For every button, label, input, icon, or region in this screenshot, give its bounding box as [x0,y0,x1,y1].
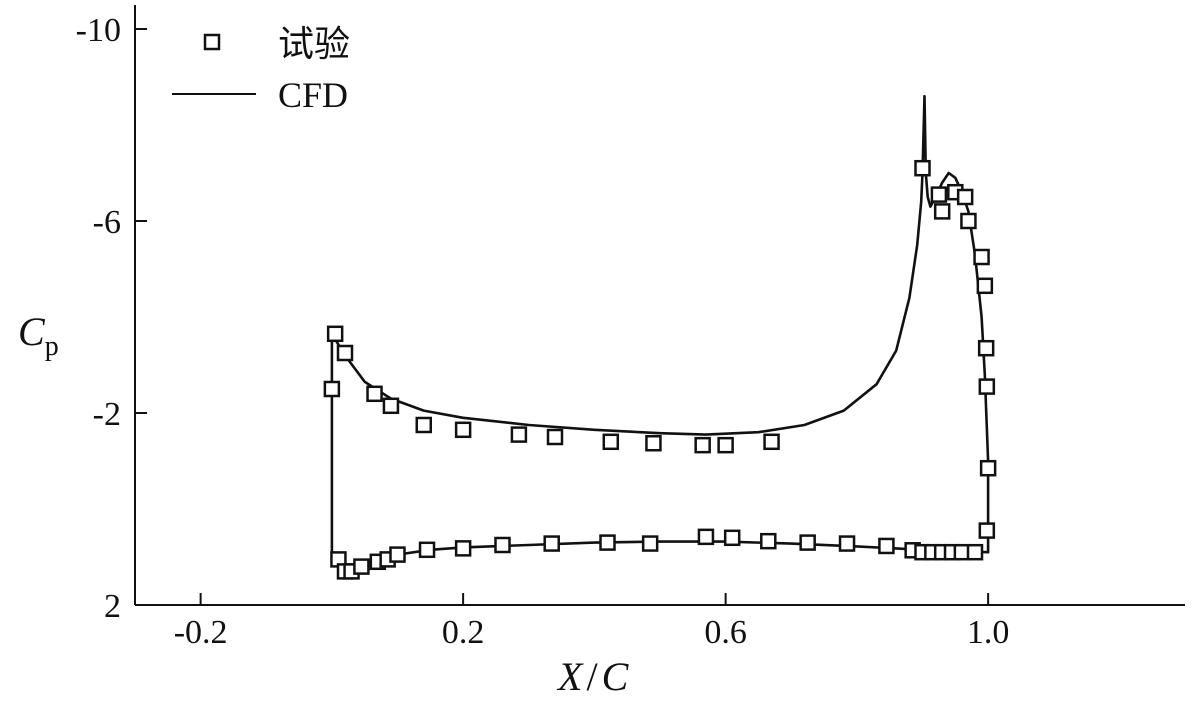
x-axis-title-denom: C [602,654,630,699]
experiment-data-point [353,558,370,575]
x-tick-label: 1.0 [967,614,1010,651]
y-axis-title: Cp [18,309,59,362]
experiment-data-point [543,535,560,552]
experiment-data-point [956,188,974,206]
experiment-data-point [966,543,984,561]
experiment-data-point [382,397,400,415]
experiment-data-point [602,433,620,451]
x-axis-title: X / C [556,654,630,699]
y-axis-ticks: -10 -6 -2 2 [76,12,147,625]
experiment-data-point [641,535,659,552]
x-tick-label: -0.2 [174,614,228,651]
experiment-data-point [760,532,777,550]
experiment-data-point [976,277,994,295]
experiment-data-point [454,421,472,439]
experiment-data-point [326,325,344,343]
experiment-data-point [323,380,341,398]
experiment-data-point [978,522,996,539]
experiment-data-point [697,528,715,546]
x-axis-ticks: -0.2 0.2 0.6 1.0 [174,593,1010,651]
experiment-data-point [979,459,997,477]
experiment-data-point [978,378,996,395]
experiment-data-point [415,416,432,434]
experiment-data-point [418,541,436,559]
experiment-data-point [960,212,977,230]
experiment-data-point [454,540,472,557]
y-tick-label: -6 [93,204,121,241]
experiment-data-point [389,546,406,563]
experiment-data-point [336,344,354,362]
experiment-data-point [799,534,816,551]
x-tick-label: 0.6 [704,614,747,651]
experiment-data-point [723,529,741,547]
legend-label-cfd: CFD [278,75,348,115]
experiment-data-point [366,385,383,403]
y-axis-title-subscript: p [45,331,59,362]
experiment-data-point [494,536,511,554]
experiment-data-point [599,534,616,551]
x-tick-label: 0.2 [442,614,485,651]
y-tick-label: -10 [76,12,121,49]
series-layer [323,94,997,580]
experiment-data-point [914,159,931,177]
experiment-data-point [510,426,528,443]
experiment-data-point [717,436,734,454]
y-axis-title-main: C [18,309,46,354]
x-axis-title-main: X [556,654,584,699]
x-axis-title-slash: / [586,654,598,699]
experiment-data-point [645,434,662,452]
experiment-data-point [878,537,895,555]
experiment-data-point [973,248,990,266]
experiment-data-point [838,535,856,552]
experiment-data-point [930,186,948,203]
experiment-data-point [694,436,711,454]
y-tick-label: -2 [93,396,121,433]
experiment-data-point [763,433,780,451]
legend: 试验 CFD [172,24,350,115]
experiment-data-point [977,339,995,357]
legend-marker-square [203,33,221,51]
legend-label-experiment: 试验 [278,24,350,64]
experiment-data-point [546,428,564,446]
y-tick-label: 2 [104,588,121,625]
experiment-data-point [933,203,951,220]
